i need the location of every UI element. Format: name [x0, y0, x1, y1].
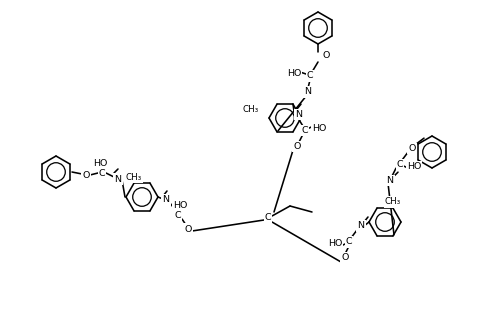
Text: O: O [184, 225, 192, 233]
Text: HO: HO [173, 200, 187, 210]
Text: O: O [322, 51, 330, 60]
Text: HO: HO [287, 69, 301, 79]
Text: N: N [115, 174, 122, 184]
Text: O: O [293, 141, 301, 151]
Text: O: O [408, 144, 416, 153]
Text: C: C [175, 211, 181, 219]
Text: HO: HO [328, 240, 342, 248]
Text: N: N [386, 176, 393, 185]
Text: N: N [358, 221, 365, 230]
Text: CH₃: CH₃ [243, 106, 259, 114]
Text: HO: HO [93, 158, 107, 168]
Text: C: C [99, 169, 105, 177]
Text: C: C [346, 238, 352, 246]
Text: HO: HO [407, 162, 421, 170]
Text: O: O [341, 254, 349, 262]
Text: HO: HO [312, 124, 326, 133]
Text: C: C [307, 71, 313, 81]
Text: C: C [397, 160, 403, 169]
Text: N: N [296, 110, 303, 119]
Text: O: O [82, 170, 90, 180]
Text: C: C [265, 214, 272, 223]
Text: C: C [302, 126, 308, 135]
Text: N: N [305, 87, 312, 96]
Text: CH₃: CH₃ [126, 172, 142, 182]
Text: N: N [162, 196, 169, 204]
Text: CH₃: CH₃ [385, 198, 401, 206]
